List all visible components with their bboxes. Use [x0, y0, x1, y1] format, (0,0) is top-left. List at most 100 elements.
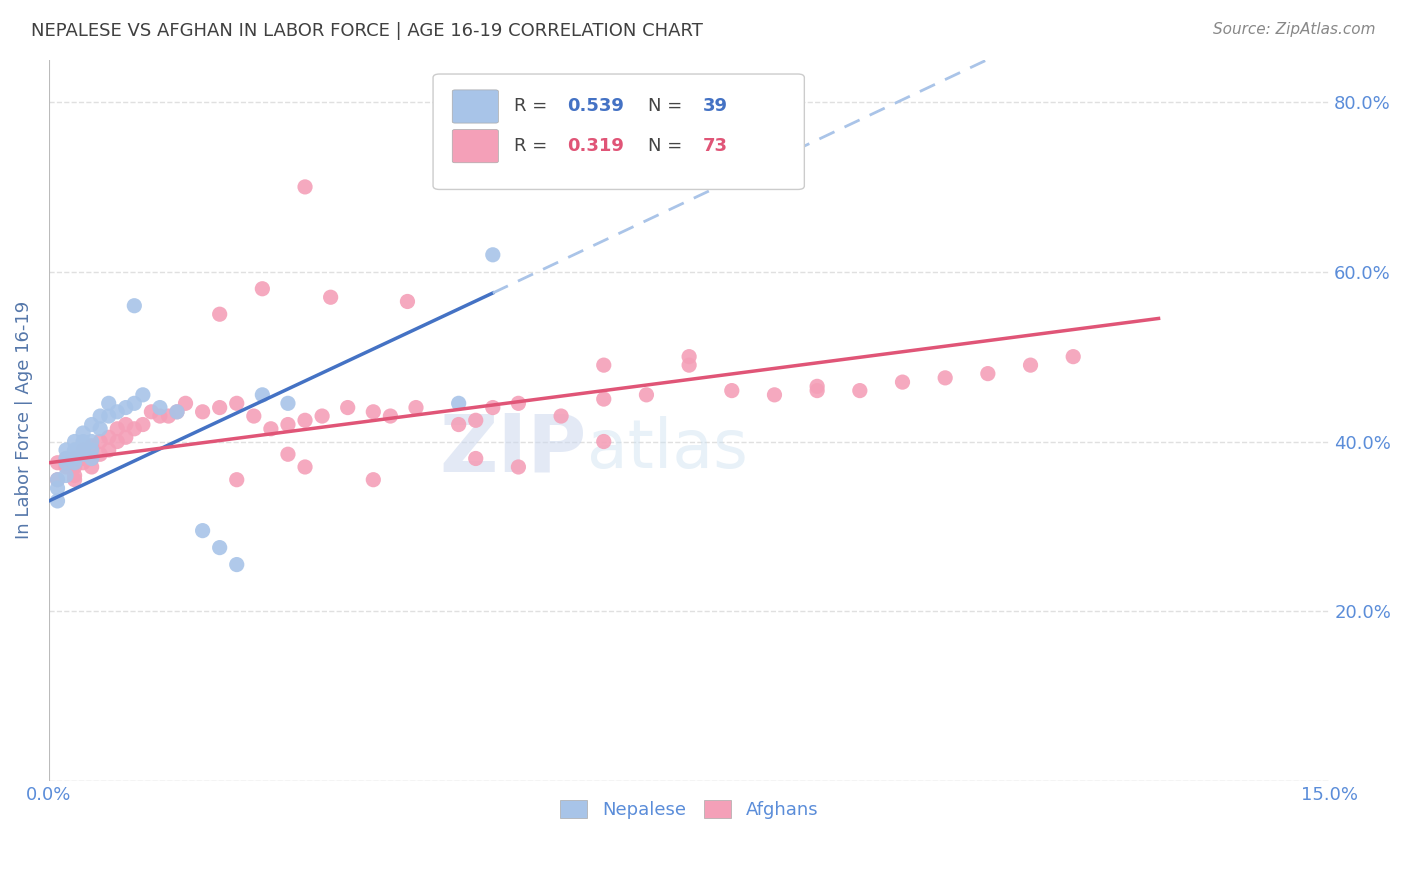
Point	[89, 434, 111, 449]
Point	[124, 422, 146, 436]
Point	[225, 473, 247, 487]
Point	[191, 405, 214, 419]
Point	[80, 451, 103, 466]
Point	[80, 417, 103, 432]
Point	[63, 468, 86, 483]
Text: ZIP: ZIP	[440, 410, 586, 488]
Point	[243, 409, 266, 423]
Point	[806, 379, 828, 393]
Point	[132, 417, 155, 432]
Point	[80, 460, 103, 475]
Point	[72, 451, 94, 466]
Point	[114, 417, 136, 432]
Point	[166, 405, 188, 419]
Point	[157, 409, 180, 423]
Point	[225, 558, 247, 572]
Point	[311, 409, 333, 423]
Point	[63, 456, 86, 470]
Point	[225, 396, 247, 410]
Point	[252, 282, 274, 296]
Point	[720, 384, 742, 398]
Point	[550, 409, 572, 423]
Point	[508, 396, 530, 410]
Point	[46, 481, 69, 495]
Point	[934, 371, 956, 385]
Point	[166, 405, 188, 419]
Point	[592, 434, 614, 449]
Point	[80, 434, 103, 449]
Point	[55, 468, 77, 483]
Point	[208, 401, 231, 415]
Point	[141, 405, 163, 419]
Point	[72, 442, 94, 457]
Point	[447, 417, 470, 432]
Point	[46, 473, 69, 487]
Point	[72, 425, 94, 440]
Point	[55, 451, 77, 466]
Point	[678, 358, 700, 372]
Point	[114, 430, 136, 444]
Point	[63, 442, 86, 457]
Point	[46, 456, 69, 470]
Legend: Nepalese, Afghans: Nepalese, Afghans	[553, 792, 825, 826]
Point	[208, 541, 231, 555]
Point	[105, 405, 128, 419]
Point	[63, 434, 86, 449]
Point	[396, 294, 419, 309]
Point	[1062, 350, 1084, 364]
Point	[63, 447, 86, 461]
Point	[63, 451, 86, 466]
Point	[149, 401, 172, 415]
Point	[447, 396, 470, 410]
Point	[124, 396, 146, 410]
Point	[80, 451, 103, 466]
FancyBboxPatch shape	[453, 129, 498, 162]
Point	[72, 439, 94, 453]
Point	[105, 434, 128, 449]
Point	[72, 456, 94, 470]
Point	[55, 456, 77, 470]
Point	[72, 434, 94, 449]
Point	[260, 422, 283, 436]
Point	[80, 442, 103, 457]
Point	[124, 299, 146, 313]
Point	[678, 350, 700, 364]
Point	[849, 384, 872, 398]
Point	[63, 460, 86, 475]
Point	[592, 392, 614, 406]
Point	[132, 388, 155, 402]
Text: 0.319: 0.319	[568, 137, 624, 155]
Point	[294, 460, 316, 475]
Point	[191, 524, 214, 538]
Point	[80, 439, 103, 453]
Point	[55, 442, 77, 457]
Point	[891, 375, 914, 389]
Point	[482, 401, 505, 415]
Text: 73: 73	[703, 137, 728, 155]
Point	[380, 409, 402, 423]
Point	[464, 413, 486, 427]
Point	[208, 307, 231, 321]
Point	[277, 447, 299, 461]
Point	[149, 409, 172, 423]
Point	[763, 388, 786, 402]
FancyBboxPatch shape	[453, 90, 498, 123]
Point	[464, 451, 486, 466]
Text: atlas: atlas	[586, 417, 748, 483]
Point	[363, 473, 385, 487]
Point	[405, 401, 427, 415]
Point	[592, 358, 614, 372]
Point	[114, 401, 136, 415]
Text: R =: R =	[513, 97, 553, 115]
Point	[97, 442, 120, 457]
Point	[63, 451, 86, 466]
Point	[277, 417, 299, 432]
Point	[72, 442, 94, 457]
Point	[55, 451, 77, 466]
Y-axis label: In Labor Force | Age 16-19: In Labor Force | Age 16-19	[15, 301, 32, 540]
Point	[97, 430, 120, 444]
Point	[363, 405, 385, 419]
Point	[294, 413, 316, 427]
Point	[46, 494, 69, 508]
Text: 39: 39	[703, 97, 728, 115]
